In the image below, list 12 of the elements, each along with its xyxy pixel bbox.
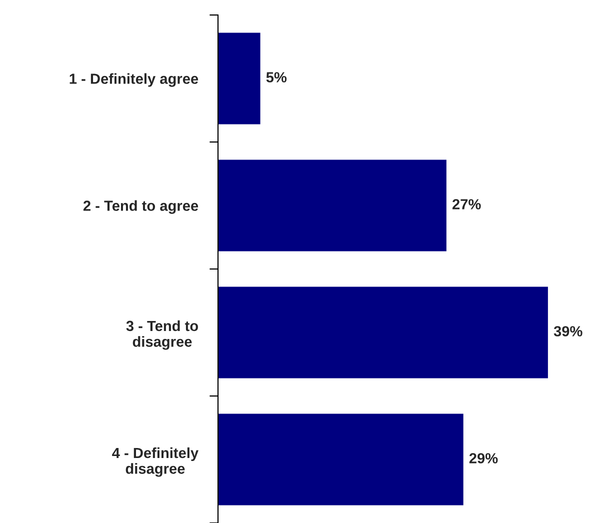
- data-label: 39%: [554, 326, 582, 336]
- bar: [218, 160, 446, 252]
- y-tick-label: 1 - Definitely agree: [70, 73, 198, 87]
- data-label: 5%: [266, 72, 287, 82]
- bar: [218, 286, 548, 378]
- bar: [218, 32, 260, 124]
- y-tick-label: 4 - Definitely disagree: [112, 447, 198, 477]
- data-label: 29%: [469, 453, 498, 464]
- bar: [218, 414, 464, 506]
- y-tick-label: 3 - Tend to disagree: [126, 320, 198, 350]
- data-label: 27%: [452, 199, 481, 210]
- y-tick-label: 2 - Tend to agree: [83, 200, 198, 214]
